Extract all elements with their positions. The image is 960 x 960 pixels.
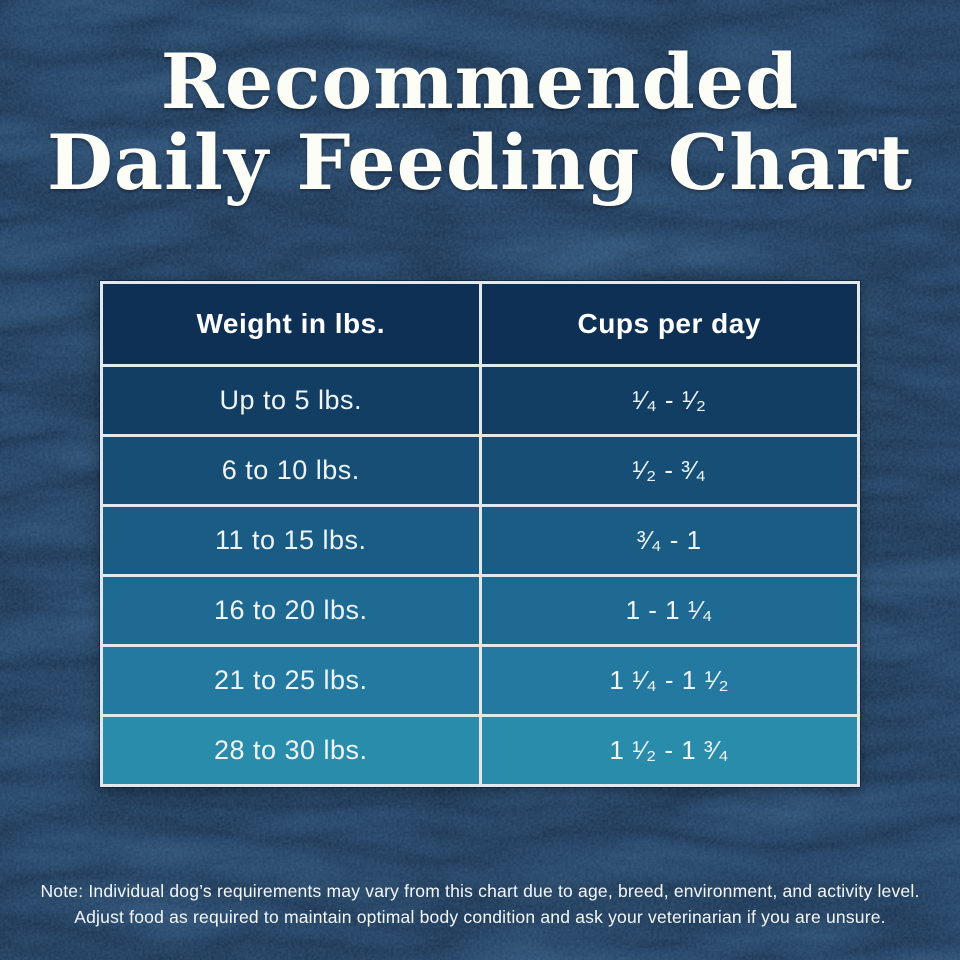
column-header-weight: Weight in lbs.: [103, 284, 479, 364]
cups-cell: 1 ¹⁄₄ - 1 ¹⁄₂: [481, 647, 857, 714]
cups-cell-value: ¹⁄₂ - ³⁄₄: [632, 455, 707, 485]
cups-cell: ³⁄₄ - 1: [481, 507, 857, 574]
weight-cell: 21 to 25 lbs.: [103, 647, 479, 714]
column-header-cups: Cups per day: [481, 284, 857, 364]
weight-cell-value: 11 to 15 lbs.: [214, 525, 367, 555]
table-row: 11 to 15 lbs. ³⁄₄ - 1: [103, 507, 857, 574]
weight-cell: 6 to 10 lbs.: [103, 437, 479, 504]
cups-cell-value: 1 ¹⁄₄ - 1 ¹⁄₂: [609, 665, 730, 695]
page-title-line1: Recommended: [160, 37, 800, 126]
weight-cell: 28 to 30 lbs.: [103, 717, 479, 784]
footnote: Note: Individual dog’s requirements may …: [40, 878, 920, 930]
table-header-row: Weight in lbs. Cups per day: [103, 284, 857, 364]
footnote-line2: Adjust food as required to maintain opti…: [74, 907, 886, 927]
table-row: 16 to 20 lbs. 1 - 1 ¹⁄₄: [103, 577, 857, 644]
cups-cell-value: ³⁄₄ - 1: [636, 525, 702, 555]
page-title: Recommended Daily Feeding Chart: [0, 41, 960, 203]
cups-cell-value: 1 ¹⁄₂ - 1 ³⁄₄: [609, 735, 730, 765]
cups-cell: 1 ¹⁄₂ - 1 ³⁄₄: [481, 717, 857, 784]
weight-cell-value: Up to 5 lbs.: [219, 385, 363, 415]
cups-cell-value: ¹⁄₄ - ¹⁄₂: [632, 385, 707, 415]
page-title-line2: Daily Feeding Chart: [46, 117, 914, 207]
weight-cell-value: 21 to 25 lbs.: [213, 665, 368, 695]
cups-cell: ¹⁄₄ - ¹⁄₂: [481, 367, 857, 434]
weight-cell-value: 28 to 30 lbs.: [213, 735, 368, 765]
table-row: 28 to 30 lbs. 1 ¹⁄₂ - 1 ³⁄₄: [103, 717, 857, 784]
cups-cell-value: 1 - 1 ¹⁄₄: [625, 595, 713, 625]
table-row: 21 to 25 lbs. 1 ¹⁄₄ - 1 ¹⁄₂: [103, 647, 857, 714]
weight-cell: 16 to 20 lbs.: [103, 577, 479, 644]
column-header-weight-label: Weight in lbs.: [196, 308, 385, 339]
weight-cell: 11 to 15 lbs.: [103, 507, 479, 574]
feeding-table: Weight in lbs. Cups per day Up to 5 lbs.…: [100, 281, 860, 787]
footnote-line1: Note: Individual dog’s requirements may …: [40, 881, 920, 901]
weight-cell-value: 16 to 20 lbs.: [213, 595, 368, 625]
table-row: Up to 5 lbs. ¹⁄₄ - ¹⁄₂: [103, 367, 857, 434]
weight-cell: Up to 5 lbs.: [103, 367, 479, 434]
cups-cell: ¹⁄₂ - ³⁄₄: [481, 437, 857, 504]
weight-cell-value: 6 to 10 lbs.: [221, 455, 360, 485]
column-header-cups-label: Cups per day: [577, 308, 761, 339]
table-row: 6 to 10 lbs. ¹⁄₂ - ³⁄₄: [103, 437, 857, 504]
cups-cell: 1 - 1 ¹⁄₄: [481, 577, 857, 644]
